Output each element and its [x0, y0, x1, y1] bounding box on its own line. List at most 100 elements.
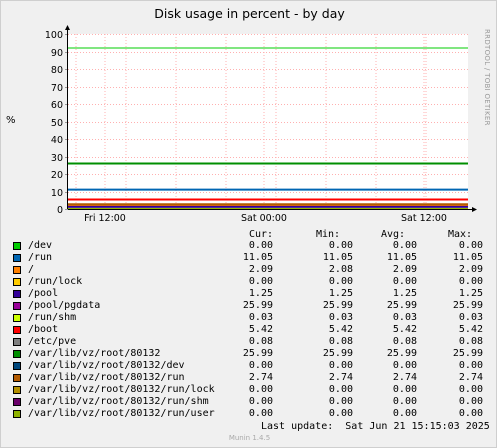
y-axis-label: % — [6, 115, 16, 126]
legend-value-min: 0.00 — [328, 396, 353, 407]
legend-label: /run — [28, 252, 53, 263]
legend-value-min: 25.99 — [322, 348, 353, 359]
legend-value-avg: 0.00 — [392, 384, 417, 395]
legend-value-max: 25.99 — [452, 300, 483, 311]
legend-value-cur: 0.00 — [248, 384, 273, 395]
chart-title: Disk usage in percent - by day — [154, 6, 345, 21]
legend-swatch — [13, 374, 21, 382]
legend-value-avg: 0.03 — [392, 312, 417, 323]
legend-row: /run/shm 0.03 0.03 0.03 0.03 — [13, 312, 483, 325]
legend-value-cur: 0.08 — [248, 336, 273, 347]
legend-value-min: 0.03 — [328, 312, 353, 323]
legend-label: /boot — [28, 324, 59, 335]
legend-row: /var/lib/vz/root/80132 25.99 25.99 25.99 25.… — [13, 348, 483, 361]
legend-value-avg: 2.74 — [392, 372, 417, 383]
legend-swatch — [13, 350, 21, 358]
legend-value-max: 0.00 — [458, 276, 483, 287]
legend-value-cur: 0.00 — [248, 408, 273, 419]
legend-value-max: 0.00 — [458, 384, 483, 395]
legend-value-avg: 5.42 — [392, 324, 417, 335]
legend-label: /var/lib/vz/root/80132/run — [28, 372, 185, 383]
legend-value-max: 0.00 — [458, 240, 483, 251]
legend-swatch — [13, 410, 21, 418]
legend-value-cur: 25.99 — [242, 348, 273, 359]
legend-label: /var/lib/vz/root/80132/dev — [28, 360, 185, 371]
legend-swatch — [13, 326, 21, 334]
legend-value-max: 0.08 — [458, 336, 483, 347]
legend-value-min: 0.00 — [328, 408, 353, 419]
legend-value-avg: 25.99 — [386, 300, 417, 311]
legend-swatch — [13, 266, 21, 274]
last-update: Last update: Sat Jun 21 15:15:03 2025 — [261, 421, 490, 432]
legend-value-avg: 0.00 — [392, 396, 417, 407]
y-tick-label: 90 — [51, 48, 63, 59]
legend-label: /var/lib/vz/root/80132/run/shm — [28, 396, 209, 407]
legend-value-min: 0.00 — [328, 384, 353, 395]
legend-value-avg: 11.05 — [386, 252, 417, 263]
legend-value-cur: 0.00 — [248, 240, 273, 251]
legend-value-min: 0.08 — [328, 336, 353, 347]
legend-value-avg: 0.08 — [392, 336, 417, 347]
y-tick-label: 50 — [51, 118, 63, 129]
legend-swatch — [13, 398, 21, 406]
legend-value-min: 0.00 — [328, 360, 353, 371]
legend-row: /etc/pve 0.08 0.08 0.08 0.08 — [13, 336, 483, 349]
legend-value-max: 11.05 — [452, 252, 483, 263]
y-tick-label: 0 — [57, 205, 63, 216]
legend-value-min: 1.25 — [328, 288, 353, 299]
legend-row: /var/lib/vz/root/80132/run/user 0.00 0.00 0… — [13, 408, 483, 421]
legend-value-avg: 1.25 — [392, 288, 417, 299]
legend-value-max: 2.09 — [458, 264, 483, 275]
legend-value-cur: 2.09 — [248, 264, 273, 275]
legend-swatch — [13, 302, 21, 310]
legend-swatch — [13, 242, 21, 250]
legend-label: /var/lib/vz/root/80132/run/lock — [28, 384, 215, 395]
legend-row: /run 11.05 11.05 11.05 11.05 — [13, 252, 483, 265]
plot-area — [68, 34, 468, 209]
legend-value-min: 0.00 — [328, 276, 353, 287]
legend-value-min: 2.08 — [328, 264, 353, 275]
legend-value-cur: 5.42 — [248, 324, 273, 335]
legend-row: /pool 1.25 1.25 1.25 1.25 — [13, 288, 483, 301]
rrdtool-credit: RRDTOOL / TOBI OETIKER — [483, 29, 491, 126]
x-tick-label: Sat 12:00 — [401, 213, 447, 224]
legend-value-max: 0.00 — [458, 396, 483, 407]
x-tick-label: Fri 12:00 — [84, 213, 126, 224]
legend-swatch — [13, 254, 21, 262]
y-tick-label: 10 — [51, 188, 63, 199]
munin-version: Munin 1.4.5 — [228, 434, 271, 442]
legend-swatch — [13, 386, 21, 394]
legend-value-cur: 11.05 — [242, 252, 273, 263]
y-tick-label: 60 — [51, 100, 63, 111]
legend-row: /run/lock 0.00 0.00 0.00 0.00 — [13, 276, 483, 289]
legend-header-max: Max: — [448, 229, 473, 240]
legend-swatch — [13, 314, 21, 322]
legend-header-cur: Cur: — [249, 229, 274, 240]
y-axis-arrow — [65, 25, 70, 30]
legend-header-avg: Avg: — [381, 229, 406, 240]
legend-label: /run/shm — [28, 312, 77, 323]
legend-label: /etc/pve — [28, 336, 77, 347]
legend-value-cur: 2.74 — [248, 372, 273, 383]
legend-value-max: 1.25 — [458, 288, 483, 299]
legend-value-max: 0.00 — [458, 408, 483, 419]
legend-value-avg: 0.00 — [392, 276, 417, 287]
legend-value-cur: 0.00 — [248, 360, 273, 371]
legend-value-avg: 0.00 — [392, 240, 417, 251]
legend-swatch — [13, 338, 21, 346]
legend-value-max: 5.42 — [458, 324, 483, 335]
legend-header-min: Min: — [316, 229, 341, 240]
legend-value-max: 25.99 — [452, 348, 483, 359]
legend-value-min: 25.99 — [322, 300, 353, 311]
legend-value-avg: 2.09 — [392, 264, 417, 275]
legend-row: /var/lib/vz/root/80132/run 2.74 2.74 2.74 2.… — [13, 372, 483, 385]
legend-row: /var/lib/vz/root/80132/run/lock 0.00 0.00 0… — [13, 384, 483, 397]
legend-label: /pool/pgdata — [28, 300, 101, 311]
y-tick-label: 70 — [51, 83, 63, 94]
legend-row: /var/lib/vz/root/80132/dev 0.00 0.00 0.00 0.… — [13, 360, 483, 373]
y-tick-label: 30 — [51, 153, 63, 164]
legend-value-min: 5.42 — [328, 324, 353, 335]
legend-swatch — [13, 278, 21, 286]
legend-label: /var/lib/vz/root/80132/run/user — [28, 408, 215, 419]
